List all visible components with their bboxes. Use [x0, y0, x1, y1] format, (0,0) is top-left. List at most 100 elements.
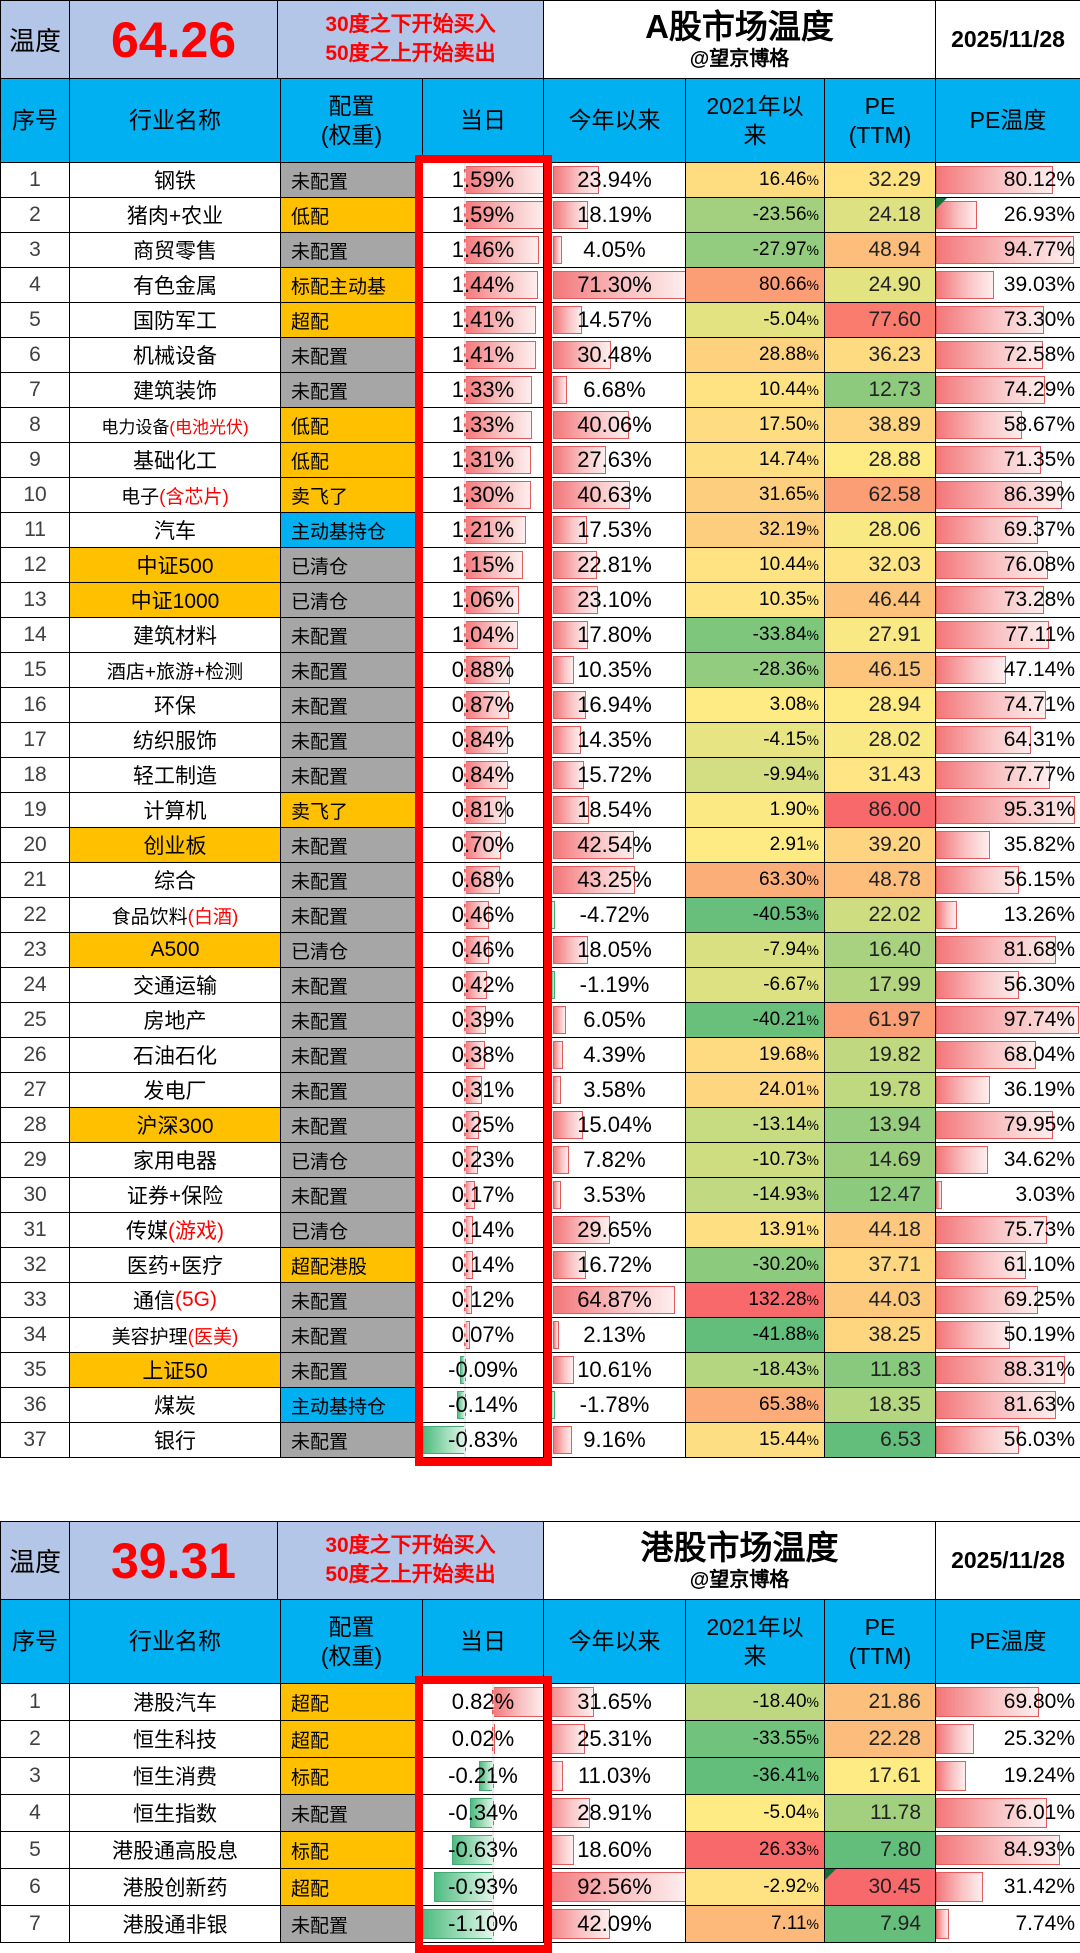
- ytd-bar: [552, 691, 587, 719]
- zero-axis: [464, 268, 467, 302]
- daily-cell: 0.31%: [423, 1073, 544, 1108]
- row-index-cell: 6: [1, 338, 70, 373]
- daily-cell: 1.33%: [423, 373, 544, 408]
- pe-temp-cell: 71.35%: [936, 443, 1080, 478]
- daily-bar: [464, 586, 519, 614]
- since-2021-cell: -9.94%: [686, 758, 825, 793]
- ytd-bar: [552, 586, 598, 614]
- pe-cell: 36.23: [825, 338, 936, 373]
- pe-cell: 17.61: [825, 1758, 936, 1795]
- config-cell: 未配置: [281, 233, 423, 268]
- ytd-cell: -1.19%: [544, 968, 686, 1003]
- col-header-daily: 当日: [423, 79, 544, 163]
- pe-temp-bar: [936, 831, 990, 859]
- since-2021-cell: 24.01%: [686, 1073, 825, 1108]
- pe-temp-cell: 47.14%: [936, 653, 1080, 688]
- zero-axis: [464, 898, 467, 932]
- daily-bar: [464, 551, 524, 579]
- daily-cell: 0.39%: [423, 1003, 544, 1038]
- zero-axis: [464, 233, 467, 267]
- ytd-bar: [552, 1146, 570, 1174]
- since-2021-cell: -18.40%: [686, 1684, 825, 1721]
- pe-cell: 24.90: [825, 268, 936, 303]
- config-cell: 未配置: [281, 1318, 423, 1353]
- pe-temp-bar: [936, 1041, 1036, 1069]
- table-row: 22 食品饮料 (白酒) 未配置 0.46% -4.72% -40.53% 22.02 13.2…: [1, 898, 1080, 933]
- config-cell: 已清仓: [281, 933, 423, 968]
- ytd-cell: 28.91%: [544, 1795, 686, 1832]
- pe-temp-bar: [936, 306, 1044, 334]
- pe-cell: 30.45: [825, 1869, 936, 1906]
- since-2021-cell: 80.66%: [686, 268, 825, 303]
- ytd-bar: [552, 446, 606, 474]
- row-index-cell: 32: [1, 1248, 70, 1283]
- config-cell: 已清仓: [281, 1213, 423, 1248]
- zero-axis: [464, 1108, 467, 1142]
- pe-temp-cell: 58.67%: [936, 408, 1080, 443]
- pe-cell: 38.25: [825, 1318, 936, 1353]
- pe-temp-bar: [936, 1286, 1038, 1314]
- col-header-pe-temp: PE温度: [936, 79, 1080, 163]
- buy-sell-rule-note: 30度之下开始买入 50度之上开始卖出: [278, 1, 544, 79]
- daily-bar: [464, 201, 543, 229]
- daily-bar: [464, 306, 537, 334]
- pe-temp-cell: 76.01%: [936, 1795, 1080, 1832]
- row-index-cell: 1: [1, 1684, 70, 1721]
- daily-cell: 0.84%: [423, 723, 544, 758]
- table-row: 28 沪深300 未配置 0.25% 15.04% -13.14% 13.94 79.95%: [1, 1108, 1080, 1143]
- pe-temp-bar: [936, 1251, 1026, 1279]
- zero-axis: [464, 1038, 467, 1072]
- pe-temp-bar: [936, 236, 1075, 264]
- config-cell: 未配置: [281, 758, 423, 793]
- ytd-cell: -1.78%: [544, 1388, 686, 1423]
- hk-market-table: 温度 39.31 30度之下开始买入 50度之上开始卖出 港股市场温度 @望京博…: [0, 1521, 1080, 1953]
- config-cell: 主动基持仓: [281, 1388, 423, 1423]
- pe-temp-cell: 84.93%: [936, 1832, 1080, 1869]
- pe-temp-cell: 39.03%: [936, 268, 1080, 303]
- table-row: 31 传媒 (游戏) 已清仓 0.14% 29.65% 13.91% 44.18 75.73%: [1, 1213, 1080, 1248]
- ytd-cell: 3.58%: [544, 1073, 686, 1108]
- pe-temp-cell: 35.82%: [936, 828, 1080, 863]
- pe-temp-bar: [936, 691, 1046, 719]
- row-index-cell: 8: [1, 408, 70, 443]
- row-index-cell: 30: [1, 1178, 70, 1213]
- industry-cell: 恒生消费: [70, 1758, 281, 1795]
- pe-cell: 22.28: [825, 1721, 936, 1758]
- temperature-value: 64.26: [70, 1, 278, 79]
- table-row: 5 国防军工 超配 1.41% 14.57% -5.04% 77.60 73.30%: [1, 303, 1080, 338]
- config-cell: 低配: [281, 198, 423, 233]
- pe-temp-bar: [936, 656, 1006, 684]
- col-header-config: 配置 (权重): [281, 1600, 423, 1684]
- ytd-cell: 11.03%: [544, 1758, 686, 1795]
- config-cell: 已清仓: [281, 548, 423, 583]
- since-2021-cell: -40.21%: [686, 1003, 825, 1038]
- ytd-bar: [552, 341, 612, 369]
- pe-cell: 46.15: [825, 653, 936, 688]
- pe-temp-cell: 80.12%: [936, 163, 1080, 198]
- daily-cell: -0.93%: [423, 1869, 544, 1906]
- table-row: 24 交通运输 未配置 0.42% -1.19% -6.67% 17.99 56.30%: [1, 968, 1080, 1003]
- table-row: 9 基础化工 低配 1.31% 27.63% 14.74% 28.88 71.35%: [1, 443, 1080, 478]
- daily-cell: 0.17%: [423, 1178, 544, 1213]
- pe-cell: 77.60: [825, 303, 936, 338]
- zero-axis: [464, 1003, 467, 1037]
- ytd-bar: [552, 1181, 562, 1209]
- config-cell: 未配置: [281, 1353, 423, 1388]
- pe-cell: 22.02: [825, 898, 936, 933]
- row-index-cell: 11: [1, 513, 70, 548]
- since-2021-cell: -13.14%: [686, 1108, 825, 1143]
- pe-cell: 44.18: [825, 1213, 936, 1248]
- pe-temp-bar: [936, 376, 1045, 404]
- table-row: 23 A500 已清仓 0.46% 18.05% -7.94% 16.40 81.68%: [1, 933, 1080, 968]
- pe-temp-cell: 56.30%: [936, 968, 1080, 1003]
- sell-rule: 50度之上开始卖出: [325, 1562, 496, 1586]
- pe-temp-bar: [936, 1356, 1066, 1384]
- pe-temp-bar: [936, 726, 1031, 754]
- table-row: 27 发电厂 未配置 0.31% 3.58% 24.01% 19.78 36.19%: [1, 1073, 1080, 1108]
- table-gap: [0, 1458, 1080, 1521]
- ytd-bar: [552, 1006, 566, 1034]
- zero-axis: [464, 163, 467, 197]
- pe-cell: 17.99: [825, 968, 936, 1003]
- config-cell: 未配置: [281, 968, 423, 1003]
- ytd-bar: [552, 656, 574, 684]
